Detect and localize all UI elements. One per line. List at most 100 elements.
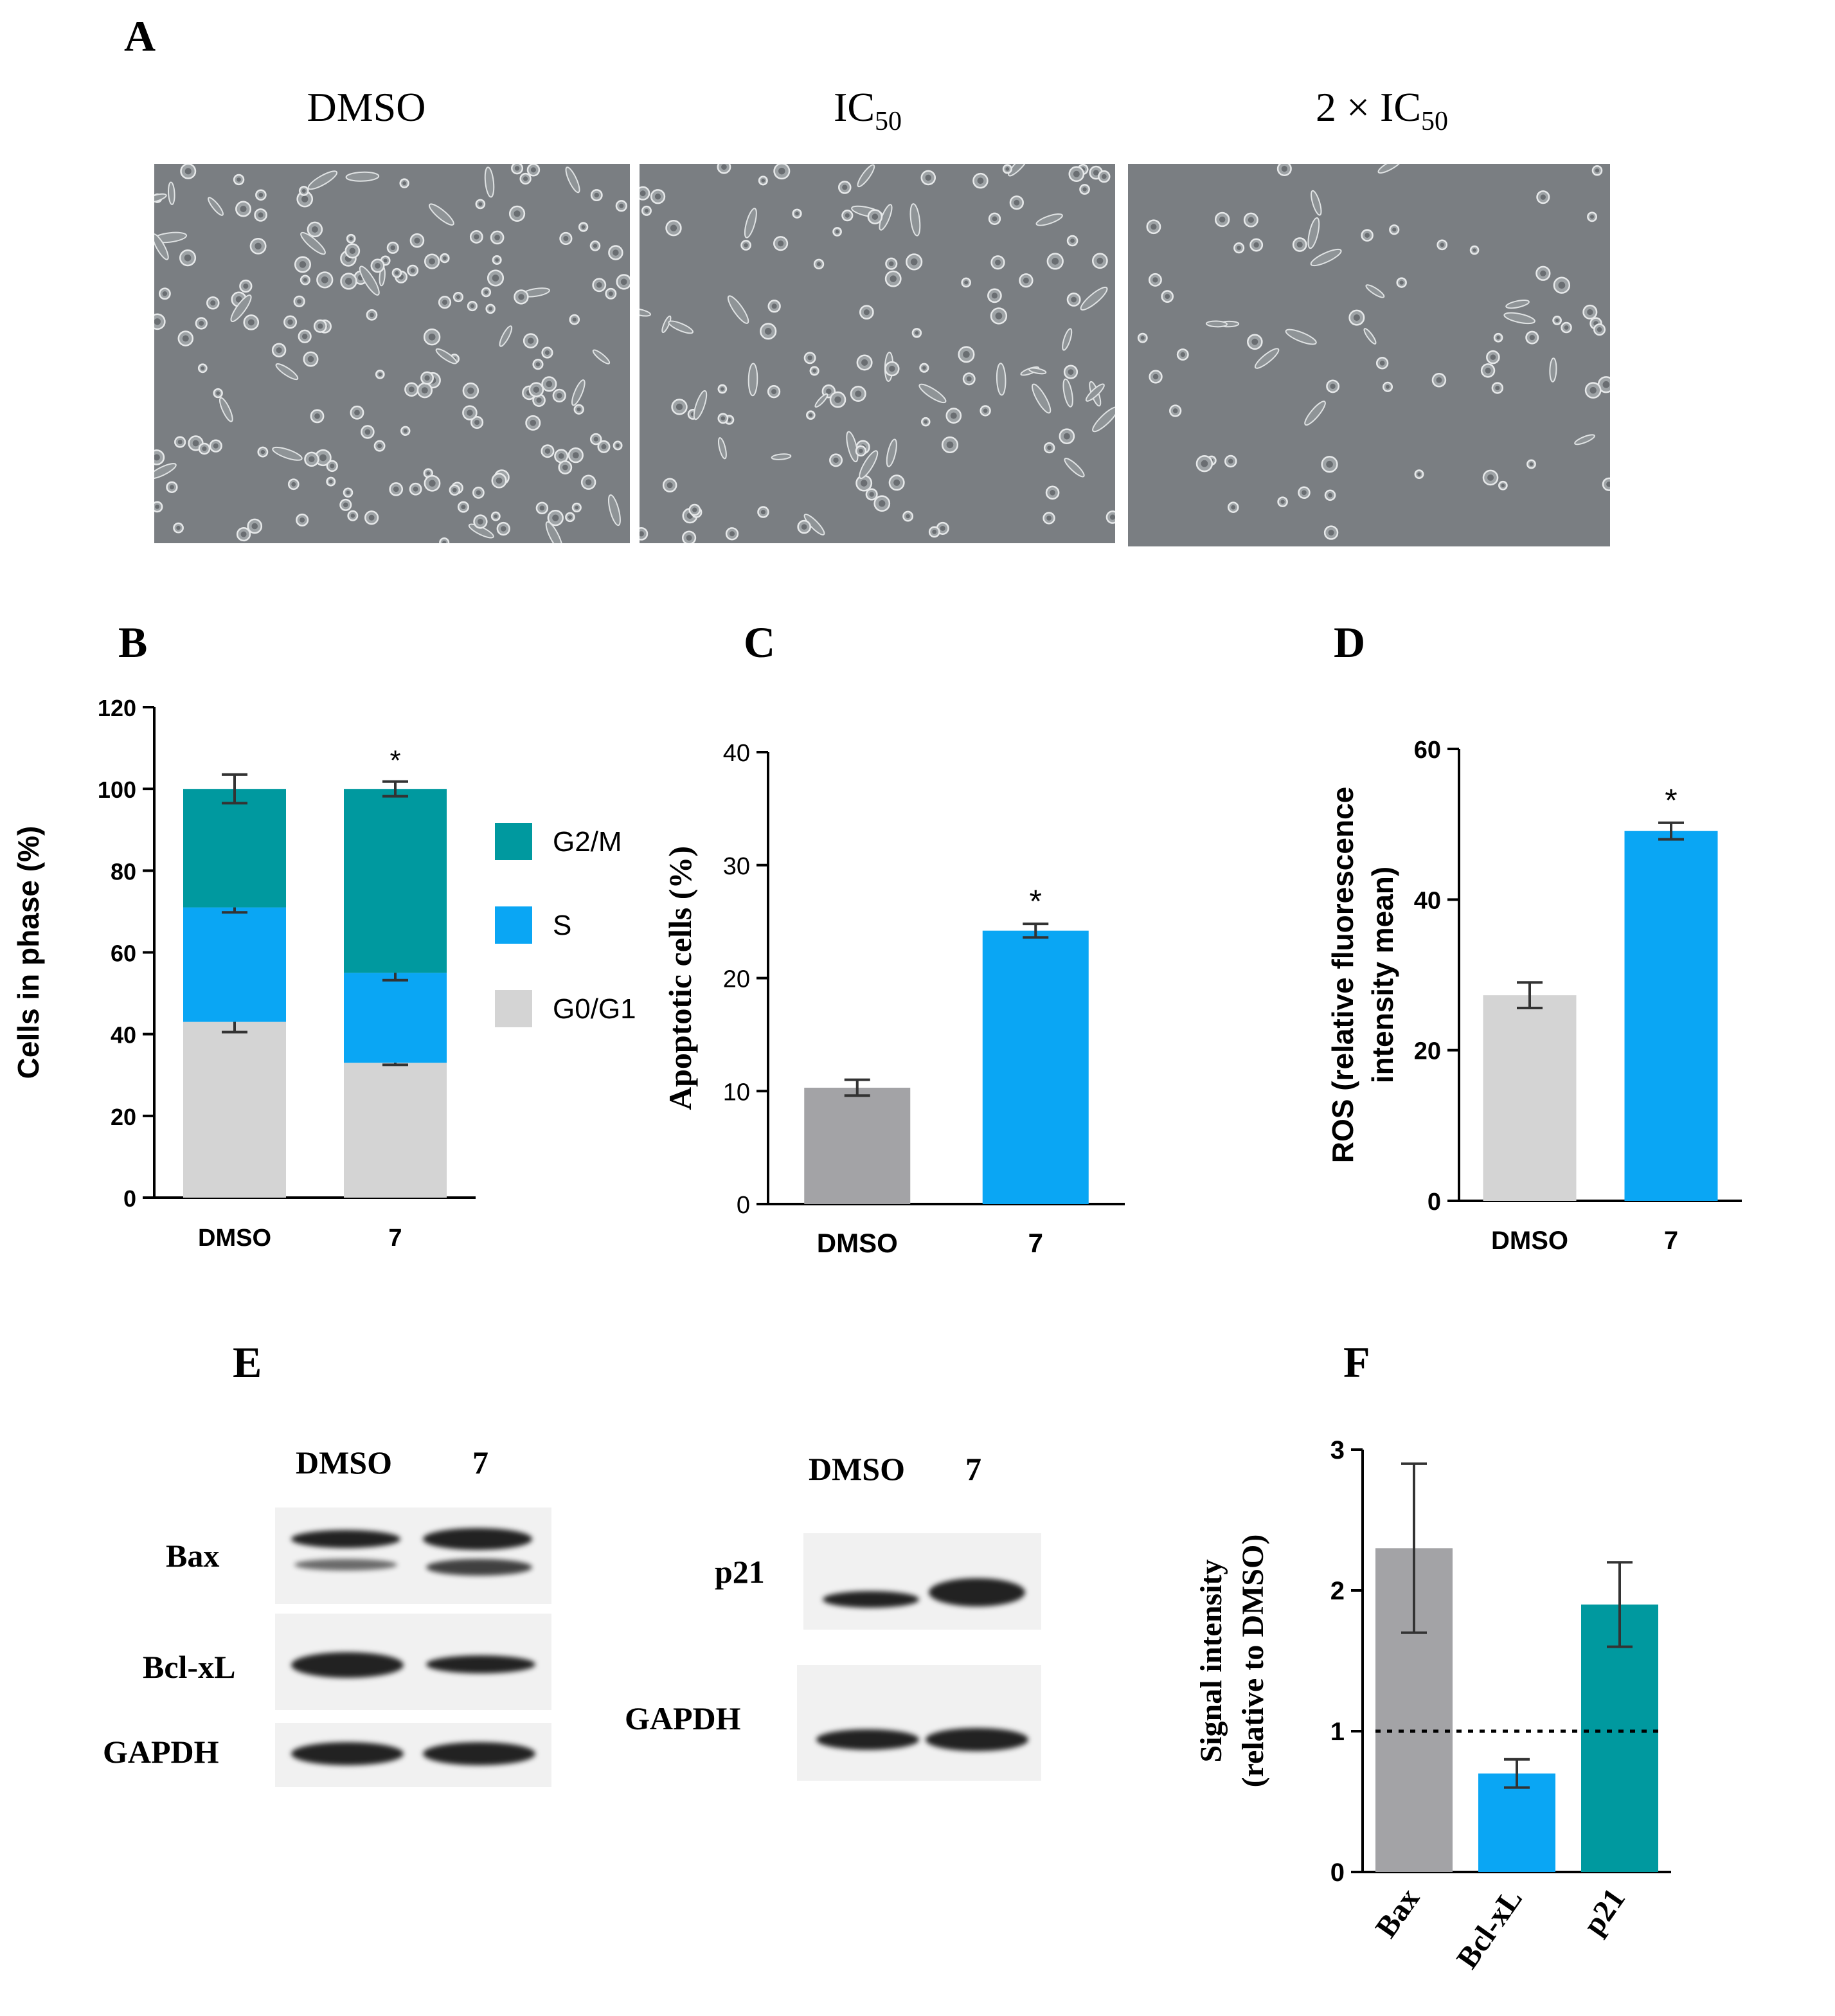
cell-nucleus [1597,327,1602,332]
y-axis-label: Cells in phase (%) [12,826,45,1079]
cell-nucleus [309,456,315,463]
cell-nucleus [216,391,220,395]
elongated-cell [1503,312,1535,325]
elongated-cell [607,494,621,526]
cell-nucleus [1014,199,1020,206]
cell-nucleus [686,535,692,541]
cell-nucleus [297,299,302,304]
cell-nucleus [1201,460,1208,467]
elongated-cell [592,349,611,364]
condition-sub: 50 [1421,106,1449,136]
cell-nucleus [807,356,812,361]
cell-nucleus [1253,242,1259,248]
panel-letter-f: F [1343,1338,1370,1387]
panel-letter-c: C [744,618,776,667]
cell-nucleus [995,259,1001,266]
cell-nucleus [258,192,264,197]
legend-swatch [495,990,532,1027]
elongated-cell [219,397,233,422]
cell-nucleus [557,393,562,399]
cell-nucleus [260,449,265,455]
cell-nucleus [1109,514,1115,520]
elongated-cell [857,164,875,188]
elongated-cell [1363,328,1377,345]
cell-nucleus [946,441,954,449]
cell-nucleus [932,529,937,534]
cell-nucleus [1330,383,1336,390]
y-axis-label: Signal intensity [1194,1559,1228,1762]
cell-nucleus [1365,233,1370,238]
elongated-cell [1064,458,1085,478]
protein-label-bcl-xl: Bcl-xL [143,1649,236,1685]
protein-label-p21: p21 [715,1554,765,1590]
micrograph-ic50 [640,164,1115,543]
cell-nucleus [833,457,839,464]
cell-nucleus [676,403,683,411]
y-axis-label: (relative to DMSO) [1236,1534,1270,1788]
band [291,1652,404,1678]
cell-nucleus [1353,314,1360,321]
cell-nucleus [424,375,430,381]
cell-nucleus [1047,446,1052,450]
cell-nucleus [314,413,320,419]
elongated-cell [208,197,224,216]
cell-nucleus [1487,474,1494,481]
elongated-cell [1062,328,1073,351]
chart-f: 0 1 2 3 Signal intensity (relative to DMSO) Ba… [1194,1436,1671,1975]
elongated-cell [1035,213,1063,226]
cell-nucleus [349,248,356,255]
cell-nucleus [1093,170,1099,176]
cell-nucleus [761,179,765,183]
cell-nucleus [1281,165,1287,172]
lane-label-7-left: 7 [472,1444,488,1480]
cell-nucleus [403,429,407,433]
cell-nucleus [1005,167,1010,171]
cell-nucleus [861,359,868,366]
cell-nucleus [154,454,160,461]
cell-nucleus [210,300,216,306]
cell-nucleus [202,446,207,451]
cell-nucleus [1248,217,1254,223]
condition-label-ic50: IC50 [739,87,996,135]
cell-nucleus [812,369,816,373]
x-category-label: DMSO [198,1225,271,1252]
elongated-cell [1307,217,1320,249]
x-category-label: 7 [1028,1228,1043,1258]
cell-nucleus [199,321,204,326]
cell-nucleus [383,258,388,263]
cell-nucleus [983,408,988,413]
cell-nucleus [474,420,480,426]
cell-nucleus [251,523,258,530]
protein-label-gapdh-right: GAPDH [625,1700,741,1736]
x-category-label: DMSO [1491,1227,1568,1255]
cell-nucleus [619,203,624,208]
cell-nucleus [1436,377,1442,383]
elongated-cell [1028,367,1047,375]
cell-nucleus [889,365,895,372]
cell-nucleus [1068,369,1074,375]
cell-nucleus [154,318,161,325]
cell-nucleus [456,294,460,300]
cell-nucleus [816,262,821,266]
cell-nucleus [240,205,247,213]
cell-nucleus [299,261,307,268]
cell-nucleus [562,464,568,471]
x-category-label: 7 [1664,1227,1678,1255]
elongated-cell [744,208,757,239]
cell-nucleus [1529,462,1534,466]
legend-label: G2/M [553,826,622,858]
cell-nucleus [213,443,219,449]
y-axis-label: intensity mean) [1366,867,1399,1083]
cell-nucleus [484,290,488,294]
cell-nucleus [640,531,644,537]
cell-nucleus [859,449,863,453]
elongated-cell [1205,320,1228,328]
cell-nucleus [644,208,649,213]
elongated-cell [1310,248,1342,267]
cell-nucleus [575,505,579,510]
bar [804,1087,911,1204]
cell-nucleus [184,254,192,262]
cell-nucleus [533,386,540,393]
cell-nucleus [910,258,918,266]
y-tick-label: 40 [723,740,750,767]
